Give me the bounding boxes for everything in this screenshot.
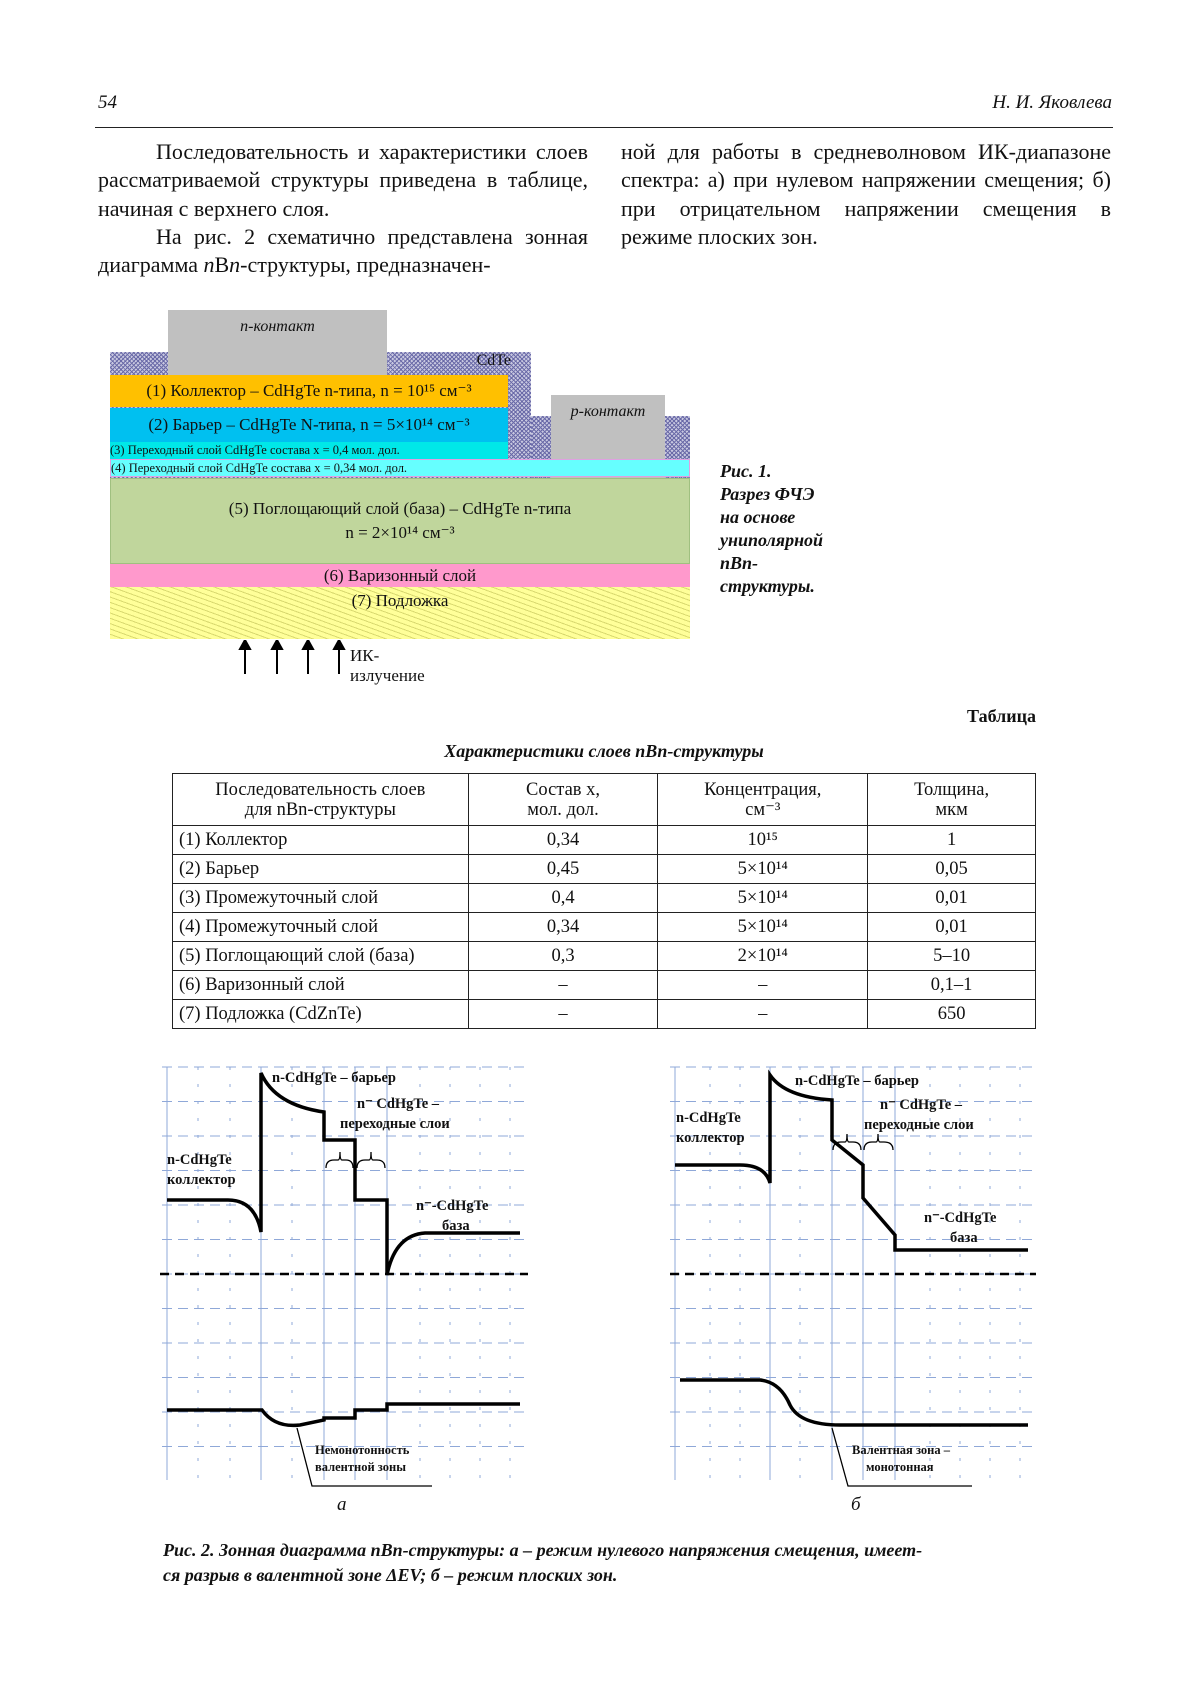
layer-transition-3: (3) Переходный слой CdHgTe состава x = 0… — [110, 442, 508, 459]
table-header-row: Последовательность слоев для nBn-структур… — [172, 773, 1036, 826]
layer-collector: (1) Коллектор – CdHgTe n-типа, n = 10¹⁵ … — [110, 375, 508, 407]
band-label-b-coll1: n-CdHgTe — [676, 1110, 741, 1126]
valence-band-a — [167, 1402, 520, 1428]
ir-arrows — [238, 640, 346, 674]
table-cell: 0,34 — [467, 825, 659, 855]
brace-b2 — [863, 1133, 894, 1151]
table-cell: 650 — [867, 999, 1036, 1029]
table-row: (1) Коллектор 0,34 10¹⁵ 1 — [172, 825, 1036, 855]
table-cell: 0,1–1 — [867, 970, 1036, 1000]
column-header: Толщина, мкм — [867, 773, 1036, 826]
band-label-a-trans2: переходные слои — [340, 1116, 450, 1132]
page-number: 54 — [98, 92, 117, 113]
table-cell: 0,45 — [467, 854, 659, 884]
table-cell: – — [657, 970, 869, 1000]
table-cell: 5×10¹⁴ — [657, 912, 869, 942]
leader-b — [831, 1427, 972, 1487]
conduction-band-a — [167, 1072, 520, 1276]
right-column: ной для работы в средневолновом ИК-диапа… — [621, 138, 1111, 251]
table-cell: 0,01 — [867, 912, 1036, 942]
layer-transition-4: (4) Переходный слой CdHgTe состава x = 0… — [110, 459, 690, 477]
figure-2-caption: Рис. 2. Зонная диаграмма nBn-структуры: … — [163, 1540, 923, 1585]
band-label-b-coll2: коллектор — [676, 1130, 745, 1146]
table-cell: – — [657, 999, 869, 1029]
n-contact: n-контакт — [168, 310, 387, 383]
running-author: Н. И. Яковлева — [992, 92, 1112, 113]
table-cell: 5–10 — [867, 941, 1036, 971]
table-row: (5) Поглощающий слой (база) 0,3 2×10¹⁴ 5–10 — [172, 941, 1036, 971]
left-column: Последовательность и характеристики слое… — [98, 138, 588, 279]
table-cell: (7) Подложка (CdZnTe) — [172, 999, 469, 1029]
layer-barrier: (2) Барьер – CdHgTe N-типа, n = 5×10¹⁴ с… — [110, 408, 508, 442]
brace-b1 — [832, 1133, 862, 1151]
band-label-a-val2: валентной зоны — [315, 1460, 406, 1474]
subfigure-label-a: а — [337, 1494, 347, 1515]
band-label-b-base2: база — [950, 1230, 978, 1246]
band-label-a-val1: Немонотонность — [315, 1443, 410, 1457]
column-header: Концентрация, см⁻³ — [657, 773, 869, 826]
figure-1-caption: Рис. 1. Разрез ФЧЭ на основе униполярной… — [720, 461, 824, 596]
table-cell: – — [467, 999, 659, 1029]
column-header: Последовательность слоев для nBn-структур… — [172, 773, 469, 826]
conduction-band-b — [675, 1069, 1028, 1252]
band-label-a-coll1: n-CdHgTe — [167, 1152, 232, 1168]
paragraph: Последовательность и характеристики слое… — [98, 139, 588, 221]
band-label-b-base1: n⁻-CdHgTe — [924, 1210, 997, 1226]
band-label-b-trans1: n⁻ CdHgTe – — [880, 1097, 963, 1113]
band-label-a-trans1: n⁻ CdHgTe – — [357, 1096, 440, 1112]
layer-graded: (6) Варизонный слой — [110, 564, 690, 587]
band-label-a-coll2: коллектор — [167, 1172, 236, 1188]
table-label: Таблица — [967, 706, 1036, 726]
table-cell: 0,34 — [467, 912, 659, 942]
table-cell: 10¹⁵ — [657, 825, 869, 855]
band-label-a-base2: база — [442, 1218, 470, 1234]
band-label-b-val1: Валентная зона – — [852, 1443, 950, 1457]
table-cell: 5×10¹⁴ — [657, 883, 869, 913]
table-cell: (3) Промежуточный слой — [172, 883, 469, 913]
brace-a1 — [325, 1151, 354, 1169]
column-header: Состав x, мол. дол. — [467, 773, 659, 826]
table-cell: 2×10¹⁴ — [657, 941, 869, 971]
band-label-a-barrier: n-CdHgTe – барьер — [272, 1070, 396, 1086]
table-row: (3) Промежуточный слой 0,4 5×10¹⁴ 0,01 — [172, 883, 1036, 913]
brace-a2 — [356, 1151, 386, 1169]
band-label-b-barrier: n-CdHgTe – барьер — [795, 1073, 919, 1089]
layer-absorber: (5) Поглощающий слой (база) – CdHgTe n-т… — [110, 478, 690, 564]
paragraph: ной для работы в средневолновом ИК-диапа… — [621, 139, 1111, 249]
table-cell: 0,4 — [467, 883, 659, 913]
leader-a — [296, 1427, 432, 1487]
table-row: (7) Подложка (CdZnTe) – –650 — [172, 999, 1036, 1029]
layers-table: Последовательность слоев для nBn-структур… — [172, 773, 1036, 1029]
table-cell: (1) Коллектор — [172, 825, 469, 855]
table-cell: (6) Варизонный слой — [172, 970, 469, 1000]
table-title: Характеристики слоев nBn-структуры — [444, 741, 764, 761]
table-row: (4) Промежуточный слой 0,34 5×10¹⁴ 0,01 — [172, 912, 1036, 942]
layer-substrate: (7) Подложка — [110, 587, 690, 639]
band-label-b-trans2: переходные слои — [864, 1117, 974, 1133]
paragraph: На рис. 2 схематично представлена зонная… — [98, 223, 588, 278]
ir-label: ИК-излучение — [350, 646, 425, 685]
subfigure-label-b: б — [851, 1494, 861, 1515]
band-label-a-base1: n⁻-CdHgTe — [416, 1198, 489, 1214]
band-label-b-val2: монотонная — [866, 1460, 934, 1474]
valence-band-b — [680, 1378, 1028, 1427]
header-rule — [95, 127, 1113, 128]
